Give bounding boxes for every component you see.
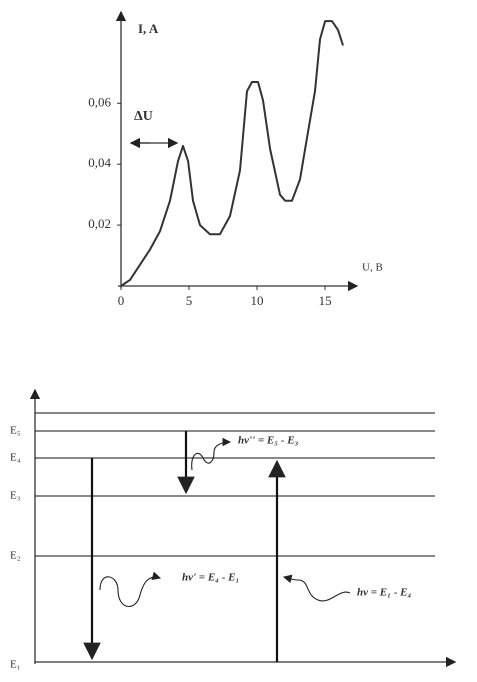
photon-wave [191, 437, 232, 471]
annotation: ΔU [134, 109, 153, 124]
x-tick-label: 0 [118, 293, 125, 308]
y-tick-label: 0,06 [88, 94, 111, 109]
transition-label: hν = E₁ - E₄ [357, 587, 411, 599]
transition-label: hν'' = E₅ - E₃ [238, 435, 299, 447]
y-tick-label: 0,04 [88, 155, 111, 170]
level-label: E₄ [10, 452, 21, 464]
photon-wave [99, 571, 162, 607]
level-label: E₂ [10, 550, 21, 562]
level-label: E₁ [10, 659, 21, 671]
y-axis-label: I, A [138, 21, 159, 36]
y-tick-label: 0,02 [88, 216, 111, 231]
data-line [120, 20, 344, 287]
photon-wave [282, 574, 351, 602]
level-label: E₅ [10, 425, 21, 437]
x-axis-label: U, B [362, 262, 383, 274]
level-label: E₃ [10, 490, 21, 502]
x-tick-label: 5 [186, 293, 193, 308]
transition-label: hν' = E₄ - E₁ [182, 572, 239, 584]
x-tick-label: 15 [319, 293, 332, 308]
x-tick-label: 10 [251, 293, 264, 308]
